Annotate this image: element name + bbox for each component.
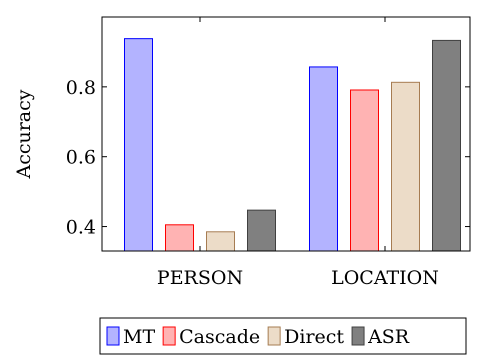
- bar-cascade-location: [350, 89, 379, 252]
- y-tick-label: 0.4: [66, 217, 96, 239]
- bar-mt-location: [309, 66, 338, 252]
- bar-mt-person: [124, 38, 153, 252]
- legend-box: [99, 317, 467, 355]
- axis-frame: [101, 16, 471, 252]
- y-tick-label: 0.6: [66, 147, 96, 169]
- legend-swatch-asr: [351, 326, 365, 346]
- legend-swatch-cascade: [162, 326, 176, 346]
- bar-direct-person: [206, 231, 235, 252]
- bar-cascade-person: [165, 224, 194, 252]
- ticks-layer: 0.4 0.6 0.8 PERSON LOCATION: [66, 17, 470, 289]
- bar-asr-location: [432, 39, 461, 252]
- legend-swatch-mt: [106, 326, 120, 346]
- legend-label-direct: Direct: [284, 326, 344, 348]
- legend-swatch-direct: [267, 326, 281, 346]
- x-tick-label-person: PERSON: [157, 267, 243, 289]
- legend-label-mt: MT: [123, 326, 155, 348]
- x-tick-label-location: LOCATION: [331, 267, 439, 289]
- bar-direct-location: [391, 81, 420, 252]
- legend-label-asr: ASR: [367, 326, 410, 348]
- y-axis-label: Accuracy: [13, 89, 35, 179]
- legend: MT Cascade Direct ASR: [99, 317, 467, 355]
- bar-asr-person: [247, 209, 276, 252]
- y-tick-label: 0.8: [66, 77, 96, 99]
- bars-layer: [124, 38, 461, 252]
- legend-label-cascade: Cascade: [179, 326, 260, 348]
